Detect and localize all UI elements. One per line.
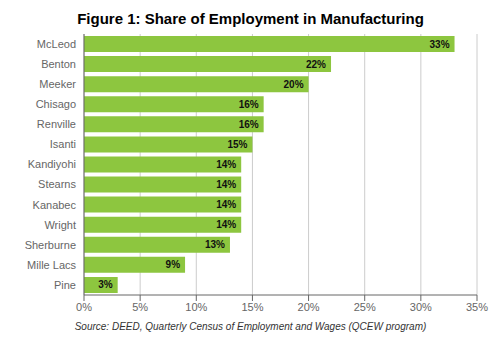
svg-text:McLeod: McLeod [37,38,76,50]
svg-text:14%: 14% [216,199,236,210]
svg-text:5%: 5% [132,301,148,313]
svg-text:Pine: Pine [54,279,76,291]
svg-text:16%: 16% [239,99,259,110]
svg-text:16%: 16% [239,119,259,130]
svg-text:3%: 3% [98,279,113,290]
svg-text:Isanti: Isanti [50,138,76,150]
svg-text:Sherburne: Sherburne [25,239,76,251]
svg-text:Stearns: Stearns [38,178,76,190]
svg-text:Renville: Renville [37,118,76,130]
svg-text:15%: 15% [241,301,263,313]
html-text:Figure 1: Share of Employment: Figure 1: Share of Employment in Manufac… [77,10,424,27]
svg-text:10%: 10% [185,301,207,313]
svg-text:15%: 15% [227,139,247,150]
svg-text:30%: 30% [410,301,432,313]
svg-text:20%: 20% [298,301,320,313]
svg-text:35%: 35% [466,301,488,313]
html-text:Source: DEED, Quarterly Census: Source: DEED, Quarterly Census of Employ… [74,321,427,332]
svg-text:33%: 33% [430,39,450,50]
svg-text:Kandiyohi: Kandiyohi [28,158,76,170]
svg-text:9%: 9% [166,259,181,270]
svg-text:Chisago: Chisago [36,98,76,110]
svg-text:22%: 22% [306,59,326,70]
svg-text:Meeker: Meeker [39,78,76,90]
svg-text:13%: 13% [205,239,225,250]
svg-text:25%: 25% [354,301,376,313]
svg-text:Mille Lacs: Mille Lacs [27,259,76,271]
svg-text:14%: 14% [216,219,236,230]
svg-text:Wright: Wright [44,219,76,231]
svg-text:14%: 14% [216,159,236,170]
svg-text:14%: 14% [216,179,236,190]
svg-text:Kanabec: Kanabec [33,199,77,211]
svg-text:20%: 20% [284,79,304,90]
svg-text:0%: 0% [76,301,92,313]
svg-text:Benton: Benton [41,58,76,70]
